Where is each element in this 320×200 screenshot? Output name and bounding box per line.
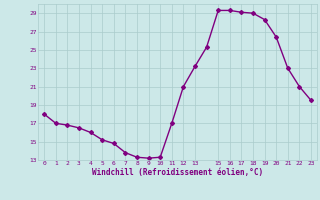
X-axis label: Windchill (Refroidissement éolien,°C): Windchill (Refroidissement éolien,°C) bbox=[92, 168, 263, 177]
